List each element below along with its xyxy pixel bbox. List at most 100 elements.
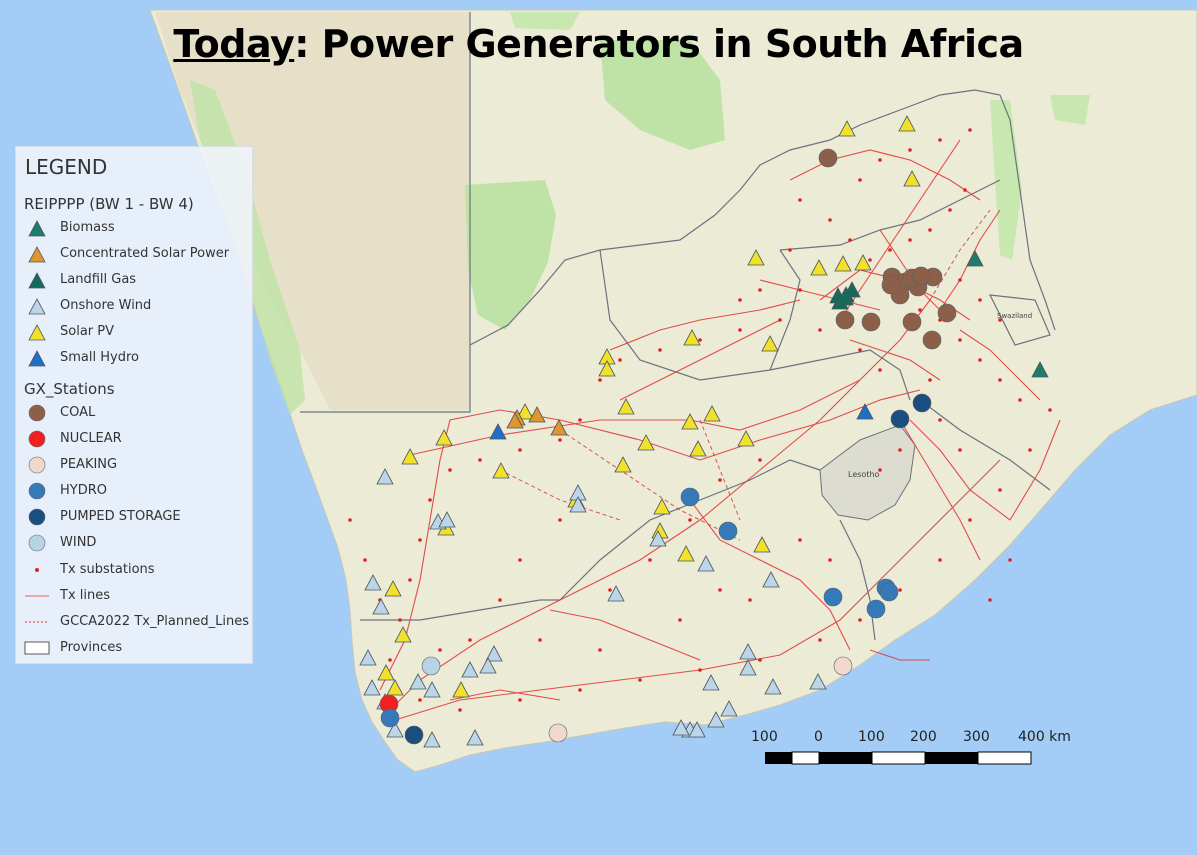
- substation-dot: [738, 298, 742, 302]
- park-kruger: [990, 100, 1022, 260]
- onshore-wind-marker: [720, 700, 738, 717]
- scale-label-1: 0: [814, 729, 823, 745]
- substation-dot: [418, 538, 422, 542]
- scale-label-0: 100: [751, 729, 778, 745]
- wind-symbol-icon: [24, 532, 50, 554]
- substation-dot: [1018, 398, 1022, 402]
- substation-dot: [618, 358, 622, 362]
- substation-dot: [963, 188, 967, 192]
- substation-dot: [978, 358, 982, 362]
- substation-dot: [348, 518, 352, 522]
- substation-dot: [968, 518, 972, 522]
- substation-dot: [398, 618, 402, 622]
- coal-marker: [835, 310, 855, 330]
- solar-pv-marker: [401, 448, 419, 465]
- legend-item-tx-lines: Tx lines: [24, 585, 252, 607]
- substation-dot: [408, 578, 412, 582]
- gcca2022-tx-planned-lines-symbol-icon: [24, 611, 50, 633]
- substation-dot: [938, 138, 942, 142]
- substation-dot: [458, 708, 462, 712]
- substation-dot: [978, 298, 982, 302]
- onshore-wind-marker: [423, 731, 441, 748]
- substation-dot: [478, 458, 482, 462]
- substation-dot: [748, 598, 752, 602]
- substation-dot: [418, 698, 422, 702]
- substation-dot: [688, 518, 692, 522]
- legend-title: LEGEND: [25, 155, 108, 179]
- scale-seg-1: [765, 752, 792, 764]
- legend-label: Onshore Wind: [60, 298, 152, 313]
- tx-lines-symbol-icon: [24, 585, 50, 607]
- scale-seg-3: [819, 752, 872, 764]
- legend-item-nuclear: NUCLEAR: [24, 428, 252, 450]
- substation-dot: [858, 178, 862, 182]
- hydro-marker: [879, 582, 899, 602]
- substation-dot: [558, 438, 562, 442]
- substation-dot: [788, 248, 792, 252]
- legend-label: Solar PV: [60, 324, 114, 339]
- substation-dot: [698, 668, 702, 672]
- onshore-wind-marker: [702, 674, 720, 691]
- nuclear-symbol-icon: [24, 428, 50, 450]
- hydro-symbol-icon: [24, 480, 50, 502]
- onshore-wind-marker: [569, 496, 587, 513]
- landfill-gas-marker: [836, 289, 854, 306]
- substation-dot: [818, 328, 822, 332]
- solar-pv-marker: [614, 456, 632, 473]
- onshore-wind-marker: [372, 598, 390, 615]
- small-hydro-symbol-icon: [24, 347, 50, 369]
- onshore-wind-marker: [438, 511, 456, 528]
- solar-pv-symbol-icon: [24, 321, 50, 343]
- substation-dot: [828, 558, 832, 562]
- legend-label: PUMPED STORAGE: [60, 509, 181, 524]
- onshore-wind-marker: [461, 661, 479, 678]
- substation-dot: [638, 678, 642, 682]
- park-botswana: [600, 40, 725, 150]
- substation-dot: [918, 308, 922, 312]
- legend-label: Provinces: [60, 640, 123, 655]
- legend-label: Landfill Gas: [60, 272, 137, 287]
- substation-dot: [448, 468, 452, 472]
- pumped-storage-symbol-icon: [24, 506, 50, 528]
- csp-marker: [550, 419, 568, 436]
- onshore-wind-marker: [376, 468, 394, 485]
- legend-label: GCCA2022 Tx_Planned_Lines: [60, 614, 249, 629]
- substation-dot: [818, 638, 822, 642]
- legend-item-concentrated-solar-power: Concentrated Solar Power: [24, 243, 252, 265]
- map-label-swaziland: Swaziland: [997, 312, 1032, 320]
- legend-item-wind: WIND: [24, 532, 252, 554]
- tx-lines: [379, 139, 1061, 721]
- tx-substations-symbol-icon: [24, 559, 50, 581]
- solar-pv-marker: [377, 664, 395, 681]
- solar-pv-marker: [903, 170, 921, 187]
- substation-dot: [878, 468, 882, 472]
- substation-dot: [1048, 408, 1052, 412]
- substation-dot: [988, 598, 992, 602]
- substation-dot: [998, 488, 1002, 492]
- substation-dot: [888, 248, 892, 252]
- csp-marker: [506, 412, 524, 429]
- substation-dot: [998, 378, 1002, 382]
- province-borders: [300, 12, 1056, 641]
- coal-marker: [881, 275, 901, 295]
- substation-dot: [1028, 448, 1032, 452]
- legend-label: PEAKING: [60, 457, 118, 472]
- hydro-marker: [680, 487, 700, 507]
- hydro-marker: [718, 521, 738, 541]
- legend-panel: LEGEND REIPPPP (BW 1 - BW 4) Biomass Conc…: [15, 146, 253, 664]
- substation-dot: [798, 198, 802, 202]
- substation-dot: [598, 378, 602, 382]
- coal-marker: [902, 312, 922, 332]
- peaking-marker: [548, 723, 568, 743]
- onshore-wind-marker: [762, 571, 780, 588]
- scale-label-4: 300: [963, 729, 990, 745]
- substation-dot: [518, 698, 522, 702]
- substation-dot: [498, 598, 502, 602]
- substation-dot: [578, 418, 582, 422]
- onshore-wind-marker: [409, 673, 427, 690]
- hydro-marker: [823, 587, 843, 607]
- substation-dot: [998, 318, 1002, 322]
- biomass-marker: [1031, 361, 1049, 378]
- substation-dot: [928, 378, 932, 382]
- solar-pv-marker: [492, 462, 510, 479]
